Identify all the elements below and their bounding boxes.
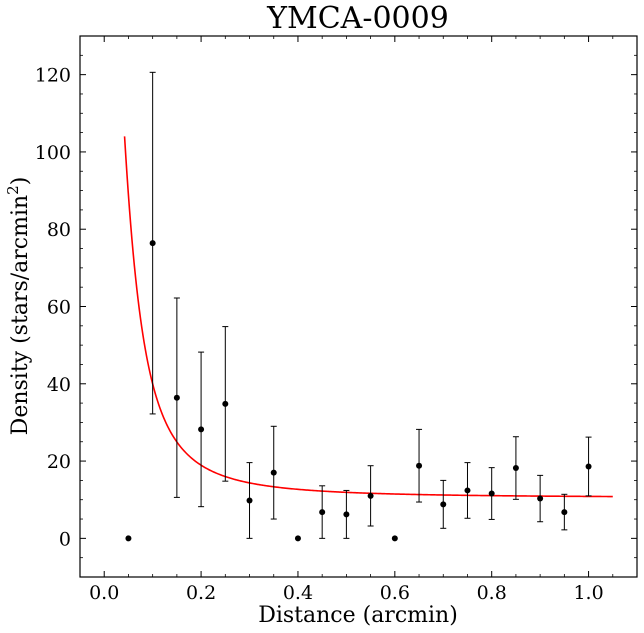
data-point <box>440 501 447 508</box>
data-point <box>198 426 205 433</box>
x-tick-label: 0.6 <box>380 582 410 604</box>
y-tick-label: 40 <box>47 374 71 396</box>
data-point <box>561 509 568 516</box>
king-profile-fit-curve <box>123 136 613 498</box>
data-point <box>537 495 544 502</box>
y-tick-label: 100 <box>35 142 71 164</box>
data-point <box>222 400 229 407</box>
y-tick-label: 120 <box>35 65 71 87</box>
y-axis-label-main: Density (stars/arcmin <box>8 195 33 436</box>
x-tick-label: 1.0 <box>573 582 603 604</box>
data-point <box>173 394 180 401</box>
y-tick-labels: 0 20 40 60 80 100 120 <box>35 65 71 551</box>
data-point <box>488 490 495 497</box>
chart-title: YMCA-0009 <box>266 1 449 36</box>
y-tick-label: 20 <box>47 451 71 473</box>
data-point <box>391 535 398 542</box>
x-tick-label: 0.2 <box>186 582 216 604</box>
fit-curve-group <box>123 136 613 498</box>
x-tick-label: 0.4 <box>283 582 313 604</box>
x-tick-label: 0.0 <box>89 582 119 604</box>
x-tick-label: 0.8 <box>477 582 507 604</box>
data-point <box>512 465 519 472</box>
data-point <box>343 511 350 518</box>
data-point <box>319 509 326 516</box>
y-tick-label: 80 <box>47 219 71 241</box>
data-point <box>464 487 471 494</box>
data-point <box>367 492 374 499</box>
y-axis-label-superscript: 2 <box>4 185 22 195</box>
data-point <box>149 240 156 247</box>
y-axis-label: Density (stars/arcmin2) <box>4 177 33 436</box>
data-point <box>270 469 277 476</box>
data-point <box>125 535 132 542</box>
data-point <box>294 535 301 542</box>
y-tick-label: 60 <box>47 297 71 319</box>
data-point <box>416 462 423 469</box>
data-points <box>125 71 592 542</box>
data-point <box>585 463 592 470</box>
data-point <box>246 497 253 504</box>
y-tick-label: 0 <box>59 528 71 550</box>
x-axis-label: Distance (arcmin) <box>258 603 458 628</box>
plot-frame <box>79 35 638 578</box>
y-axis-label-close: ) <box>8 177 33 186</box>
x-tick-labels: 0.0 0.2 0.4 0.6 0.8 1.0 <box>89 582 604 604</box>
